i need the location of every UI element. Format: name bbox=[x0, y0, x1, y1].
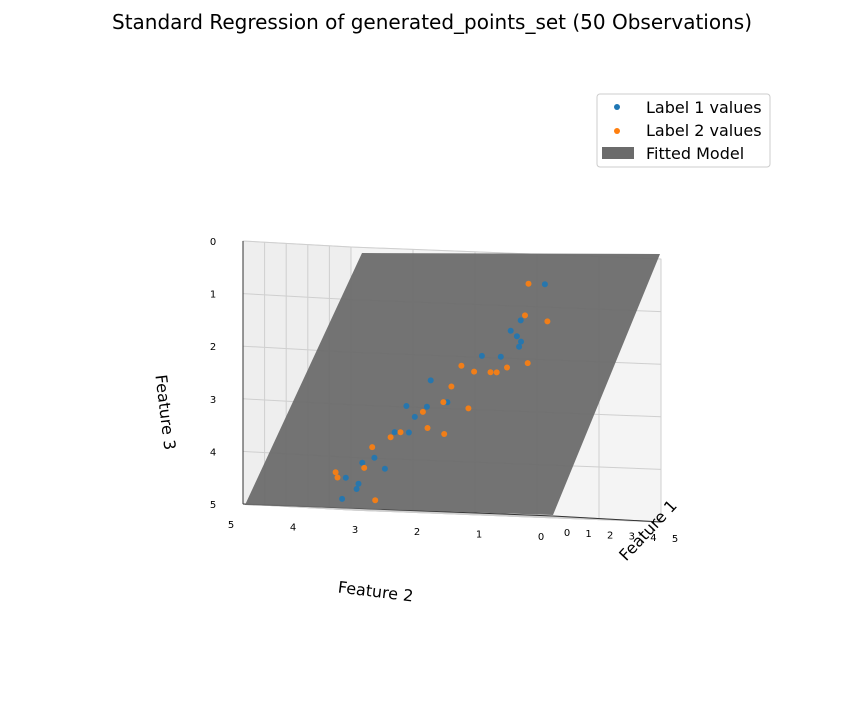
data-point-series-2 bbox=[441, 431, 448, 437]
y-axis-title: Feature 2 bbox=[337, 577, 414, 605]
data-point-series-2 bbox=[332, 469, 339, 476]
y-tick-label: 3 bbox=[352, 525, 358, 536]
x-tick-label: 5 bbox=[672, 534, 678, 545]
z-tick-label: 5 bbox=[210, 500, 216, 511]
x-tick-label: 3 bbox=[629, 532, 635, 543]
y-tick-label: 0 bbox=[538, 532, 544, 543]
grid-line bbox=[242, 240, 352, 248]
data-point-series-1 bbox=[339, 495, 346, 502]
data-point-series-1 bbox=[423, 403, 430, 410]
tick-labels: 0 1 2 3 4 5 0 1 2 3 4 5 0 1 2 3 4 5 bbox=[210, 237, 678, 545]
data-point-series-2 bbox=[471, 368, 478, 375]
data-point-series-2 bbox=[504, 364, 510, 371]
data-point-series-1 bbox=[411, 413, 418, 420]
z-tick-label: 2 bbox=[210, 342, 216, 353]
legend-label-plane: Fitted Model bbox=[646, 144, 744, 163]
data-point-series-2 bbox=[448, 383, 455, 390]
chart-title: Standard Regression of generated_points_… bbox=[112, 10, 752, 34]
z-tick-label: 4 bbox=[210, 447, 216, 458]
data-point-series-2 bbox=[544, 318, 551, 325]
data-point-series-2 bbox=[524, 360, 531, 367]
grid-line bbox=[350, 509, 662, 523]
data-point-series-1 bbox=[353, 486, 360, 492]
data-point-series-1 bbox=[381, 465, 388, 472]
data-point-series-2 bbox=[419, 408, 426, 415]
legend-marker-series-2 bbox=[614, 128, 620, 134]
data-point-series-1 bbox=[497, 353, 504, 360]
z-tick-label: 0 bbox=[210, 237, 216, 248]
data-point-series-2 bbox=[387, 434, 394, 441]
data-point-series-2 bbox=[493, 369, 500, 376]
grid-line bbox=[242, 293, 352, 301]
legend-marker-plane bbox=[602, 147, 634, 159]
scatter-points bbox=[332, 280, 551, 504]
data-point-series-2 bbox=[361, 464, 368, 471]
data-point-series-2 bbox=[372, 497, 379, 504]
legend-marker-series-1 bbox=[614, 104, 620, 110]
y-tick-label: 1 bbox=[476, 530, 482, 541]
data-point-series-2 bbox=[424, 425, 431, 431]
data-point-series-1 bbox=[371, 454, 378, 461]
data-point-series-1 bbox=[359, 459, 366, 466]
z-tick-label: 1 bbox=[210, 290, 216, 301]
data-point-series-2 bbox=[397, 429, 404, 436]
data-point-series-1 bbox=[518, 338, 524, 345]
legend-label-series-2: Label 2 values bbox=[646, 121, 762, 140]
y-tick-label: 4 bbox=[290, 522, 296, 533]
data-point-series-2 bbox=[334, 474, 341, 481]
legend: Label 1 values Label 2 values Fitted Mod… bbox=[596, 93, 771, 168]
data-point-series-1 bbox=[427, 377, 434, 384]
y-tick-label: 2 bbox=[414, 527, 420, 538]
data-point-series-1 bbox=[355, 480, 362, 487]
data-point-series-1 bbox=[516, 343, 523, 350]
data-point-series-1 bbox=[391, 429, 398, 436]
x-axis-line bbox=[552, 515, 662, 523]
data-point-series-2 bbox=[440, 399, 447, 406]
y-tick-label: 5 bbox=[228, 520, 234, 531]
legend-label-series-1: Label 1 values bbox=[646, 98, 762, 117]
data-point-series-2 bbox=[487, 369, 494, 376]
data-point-series-1 bbox=[405, 429, 412, 436]
data-point-series-1 bbox=[517, 317, 524, 324]
legend-box bbox=[596, 93, 771, 168]
data-point-series-1 bbox=[478, 352, 485, 359]
z-tick-label: 3 bbox=[210, 395, 216, 406]
z-axis-title: Feature 3 bbox=[151, 374, 179, 451]
data-point-series-2 bbox=[465, 405, 472, 412]
data-point-series-2 bbox=[369, 444, 376, 451]
data-point-series-1 bbox=[403, 403, 410, 409]
data-point-series-1 bbox=[507, 327, 514, 334]
x-tick-label: 0 bbox=[564, 528, 570, 539]
data-point-series-2 bbox=[525, 280, 532, 287]
data-point-series-1 bbox=[513, 333, 520, 340]
data-point-series-1 bbox=[541, 281, 548, 288]
data-point-series-2 bbox=[522, 312, 528, 319]
x-tick-label: 2 bbox=[607, 530, 613, 541]
x-tick-label: 1 bbox=[585, 529, 591, 540]
data-point-series-2 bbox=[458, 362, 465, 369]
x-tick-label: 4 bbox=[650, 533, 656, 544]
data-point-series-1 bbox=[342, 474, 349, 481]
